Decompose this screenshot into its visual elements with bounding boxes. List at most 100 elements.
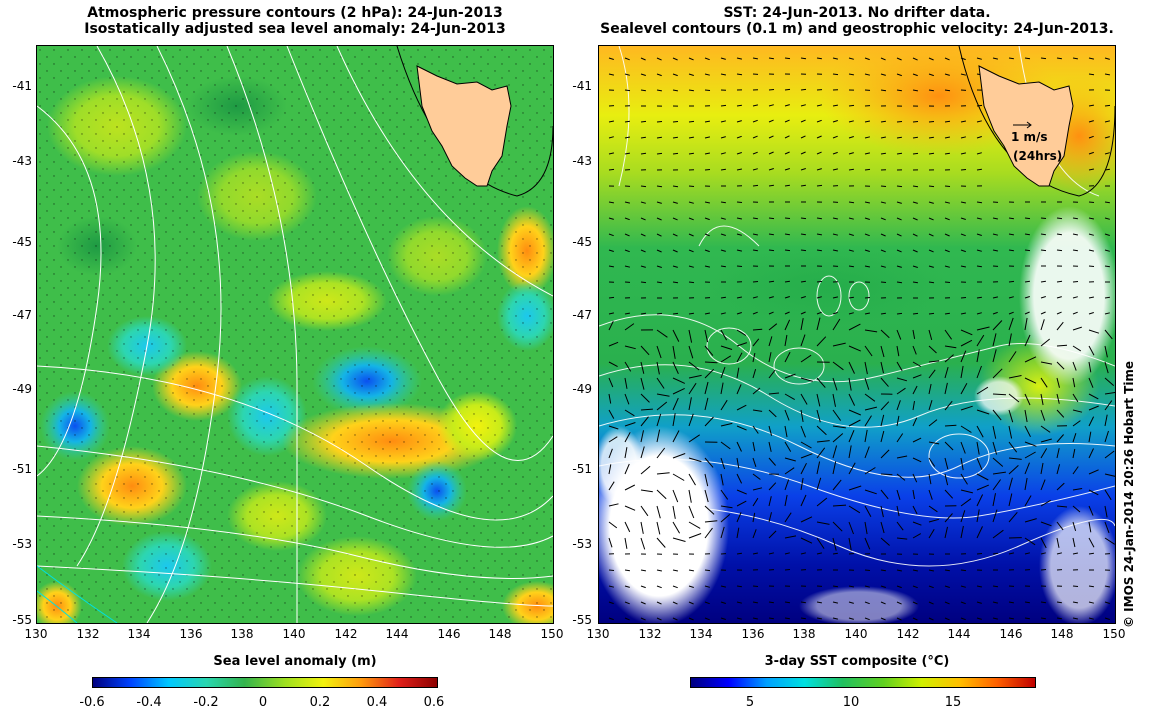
velocity-vector — [656, 472, 670, 475]
velocity-vector — [704, 601, 710, 605]
velocity-vector — [704, 201, 710, 204]
velocity-vector — [1072, 505, 1081, 513]
velocity-vector — [624, 89, 631, 92]
velocity-vector — [880, 345, 885, 358]
velocity-vector — [848, 217, 854, 220]
velocity-vector — [784, 479, 790, 491]
velocity-vector — [864, 297, 871, 299]
left-map-title: Atmospheric pressure contours (2 hPa): 2… — [36, 5, 554, 37]
lat-tick: -53 — [12, 537, 32, 551]
velocity-vector — [720, 457, 726, 470]
velocity-vector — [640, 537, 646, 550]
velocity-vector — [1088, 73, 1095, 76]
velocity-vector — [1104, 345, 1108, 358]
velocity-vector — [784, 233, 790, 236]
velocity-vector — [1088, 249, 1095, 252]
velocity-vector — [1008, 351, 1017, 363]
velocity-vector — [768, 512, 772, 523]
velocity-vector — [976, 526, 983, 539]
velocity-vector — [624, 409, 635, 417]
velocity-vector — [1056, 505, 1068, 508]
velocity-vector — [1088, 217, 1094, 220]
velocity-vector — [1056, 434, 1064, 443]
velocity-vector — [864, 601, 870, 605]
velocity-vector — [1040, 438, 1052, 443]
velocity-vector — [784, 467, 795, 475]
velocity-vector — [896, 521, 904, 531]
velocity-vector — [624, 521, 631, 533]
velocity-vector — [816, 57, 822, 60]
velocity-vector — [960, 498, 972, 507]
velocity-vector — [1072, 57, 1078, 60]
velocity-vector — [896, 455, 908, 459]
velocity-vector — [880, 281, 887, 283]
velocity-vector — [960, 329, 973, 336]
sea-level-anomaly-field — [37, 46, 553, 623]
velocity-vector — [896, 281, 903, 284]
velocity-vector — [672, 453, 686, 459]
velocity-vector — [816, 425, 827, 436]
velocity-vector — [784, 280, 790, 283]
velocity-vector — [688, 185, 695, 187]
velocity-vector — [944, 601, 950, 605]
velocity-vector — [848, 445, 852, 459]
velocity-vector — [928, 457, 936, 467]
velocity-vector — [976, 217, 982, 220]
velocity-vector — [608, 537, 613, 548]
velocity-vector — [864, 429, 868, 443]
colorbar-tick: -0.4 — [136, 695, 162, 710]
velocity-vector — [1088, 135, 1094, 139]
velocity-vector — [736, 217, 742, 220]
velocity-vector — [704, 489, 709, 503]
velocity-vector — [752, 617, 758, 620]
velocity-vector — [1040, 296, 1046, 299]
velocity-vector — [832, 217, 838, 220]
velocity-vector — [688, 434, 700, 443]
velocity-vector — [912, 201, 918, 204]
velocity-vector — [944, 585, 950, 588]
velocity-vector — [896, 201, 902, 204]
velocity-vector — [688, 312, 694, 315]
velocity-vector — [768, 217, 775, 220]
low-pressure-contours — [37, 565, 118, 623]
velocity-vector — [832, 311, 838, 315]
velocity-vector — [832, 168, 839, 171]
velocity-vector — [816, 119, 822, 123]
velocity-vector — [672, 152, 679, 155]
velocity-vector — [688, 585, 694, 588]
velocity-vector — [736, 425, 747, 431]
velocity-vector — [832, 104, 838, 107]
velocity-vector — [1056, 601, 1062, 604]
velocity-vector — [672, 473, 685, 481]
velocity-vector — [848, 323, 861, 331]
velocity-vector — [1040, 462, 1044, 475]
velocity-vector — [880, 521, 885, 534]
velocity-vector — [672, 329, 680, 342]
velocity-vector — [912, 489, 915, 499]
velocity-vector — [768, 457, 776, 466]
velocity-vector — [832, 409, 842, 421]
velocity-vector — [944, 526, 948, 539]
velocity-vector — [1008, 477, 1013, 491]
velocity-vector — [688, 345, 694, 359]
velocity-vector — [1056, 482, 1065, 491]
velocity-vector — [896, 361, 903, 372]
velocity-vector — [752, 328, 763, 331]
velocity-vector — [832, 73, 839, 76]
velocity-vector — [864, 537, 871, 550]
velocity-vector — [656, 185, 663, 188]
velocity-vector — [656, 489, 667, 500]
velocity-vector — [896, 185, 903, 188]
velocity-vector — [624, 312, 630, 315]
velocity-vector — [736, 489, 747, 495]
velocity-vector — [928, 249, 934, 253]
velocity-vector — [624, 377, 628, 389]
velocity-scale-sublabel: (24hrs) — [1013, 149, 1063, 163]
velocity-vector — [800, 425, 806, 438]
velocity-vector — [960, 350, 967, 363]
velocity-vector — [1056, 521, 1064, 531]
velocity-vector — [736, 329, 747, 336]
velocity-vector — [848, 462, 856, 475]
velocity-vector — [960, 425, 972, 433]
velocity-vector — [608, 601, 614, 605]
